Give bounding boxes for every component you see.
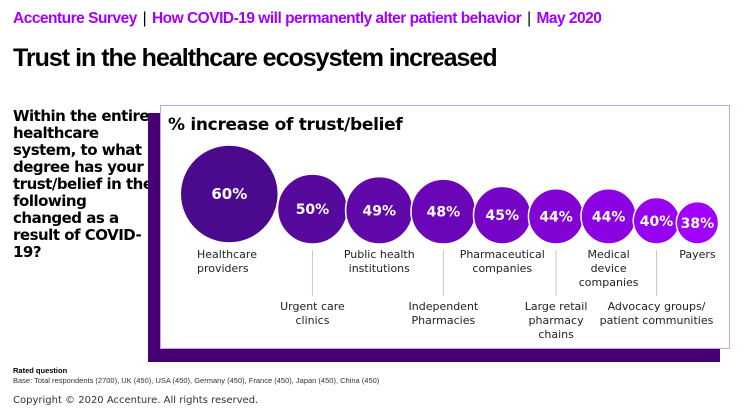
- category-label-line: Payers: [679, 248, 716, 261]
- category-label-line: chains: [538, 328, 574, 341]
- category-label-line: Urgent care: [280, 300, 345, 313]
- bubble: [179, 144, 280, 244]
- value-label: 50%: [296, 202, 330, 218]
- kicker-date: May 2020: [536, 10, 602, 27]
- category-label-line: device: [591, 262, 627, 275]
- category-label-line: Pharmacies: [412, 314, 476, 327]
- page-title: Trust in the healthcare ecosystem increa…: [13, 44, 498, 72]
- category-label-line: companies: [579, 276, 639, 289]
- chart-title: % increase of trust/belief: [168, 115, 403, 135]
- copyright: Copyright © 2020 Accenture. All rights r…: [13, 395, 259, 406]
- category-label-line: companies: [472, 262, 532, 275]
- bubble: [675, 200, 720, 245]
- kicker-separator: |: [142, 10, 147, 27]
- value-label: 44%: [539, 209, 573, 225]
- category-label-line: Advocacy groups/: [608, 300, 706, 313]
- category-label-line: pharmacy: [529, 314, 585, 327]
- kicker-source: Accenture Survey: [13, 10, 137, 27]
- category-label: Payers: [679, 248, 716, 261]
- value-label: 40%: [640, 214, 674, 230]
- base-note: Base: Total respondents (2700), UK (450)…: [13, 376, 380, 385]
- value-label: 48%: [427, 205, 461, 221]
- category-label: Advocacy groups/patient communities: [600, 300, 714, 327]
- category-label-line: Public health: [344, 248, 415, 261]
- bubbles: 60% 50% 49% 48% 45% 44% 44% 40% 38%: [179, 144, 720, 245]
- category-label-line: providers: [197, 262, 249, 275]
- kicker-separator: |: [527, 10, 531, 27]
- value-label: 60%: [211, 185, 247, 203]
- category-label-line: Large retail: [525, 300, 588, 313]
- kicker-topic: How COVID-19 will permanently alter pati…: [151, 10, 522, 27]
- category-label-line: clinics: [295, 314, 329, 327]
- category-label-line: institutions: [349, 262, 410, 275]
- survey-kicker: Accenture Survey | How COVID-19 will per…: [13, 10, 602, 28]
- category-label-line: Medical: [588, 248, 630, 261]
- survey-question: Within the entire healthcare system, to …: [13, 107, 153, 261]
- value-label: 44%: [592, 209, 626, 225]
- value-label: 38%: [681, 216, 715, 232]
- category-label-line: Pharmaceutical: [460, 248, 545, 261]
- category-label-line: patient communities: [600, 314, 714, 327]
- value-label: 45%: [486, 208, 520, 224]
- rated-question-note: Rated question: [13, 366, 68, 375]
- leader-lines: [311, 250, 657, 296]
- category-label-line: Independent: [409, 300, 479, 313]
- category-label-line: Healthcare: [197, 248, 257, 261]
- value-label: 49%: [363, 203, 397, 219]
